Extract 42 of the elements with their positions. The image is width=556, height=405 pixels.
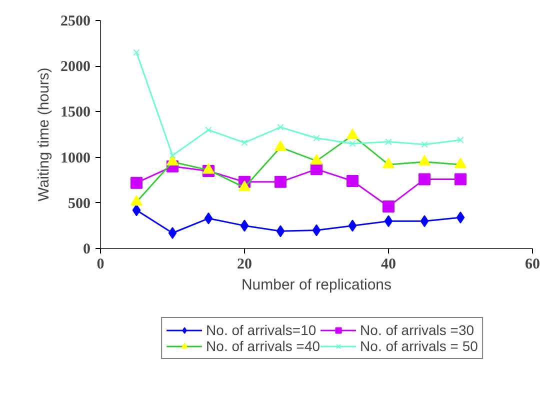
point: [277, 124, 284, 131]
point: [240, 220, 249, 232]
point: [418, 173, 430, 186]
point: [457, 136, 464, 144]
legend-label: No. of arrivals=10: [206, 322, 316, 338]
point: [133, 49, 140, 56]
point: [421, 141, 428, 148]
y-tick-label: 2000: [60, 59, 90, 76]
point: [313, 134, 320, 142]
point: [168, 226, 177, 239]
x-axis-title: Number of replications: [241, 276, 392, 294]
y-axis-title: Waiting time (hours): [36, 68, 52, 202]
point: [346, 175, 358, 188]
point: [130, 176, 142, 189]
point: [385, 138, 392, 146]
point: [382, 200, 394, 213]
point: [349, 140, 356, 147]
y-tick-label: 1000: [60, 150, 90, 166]
point: [205, 126, 212, 134]
point: [274, 176, 286, 188]
point: [276, 225, 285, 238]
point: [454, 173, 466, 186]
x-tick-label: 20: [237, 256, 252, 272]
x-tick-label: 60: [525, 256, 540, 272]
y-tick-label: 2500: [60, 14, 90, 30]
x-tick-label: 40: [381, 256, 396, 272]
x-tick-label: 0: [96, 256, 104, 272]
point: [312, 224, 321, 236]
legend-label: No. of arrivals =30: [360, 322, 474, 338]
point: [169, 152, 176, 159]
point: [132, 204, 141, 216]
point: [204, 212, 213, 224]
point: [456, 211, 465, 224]
point: [348, 220, 357, 232]
point: [241, 139, 248, 146]
point: [384, 215, 393, 228]
y-tick-label: 500: [68, 196, 90, 212]
legend-label: No. of arrivals = 50: [360, 338, 478, 354]
point: [420, 215, 429, 228]
legend-label: No. of arrivals =40: [206, 338, 320, 354]
y-tick-label: 0: [83, 242, 90, 258]
y-tick-label: 1500: [60, 104, 90, 121]
